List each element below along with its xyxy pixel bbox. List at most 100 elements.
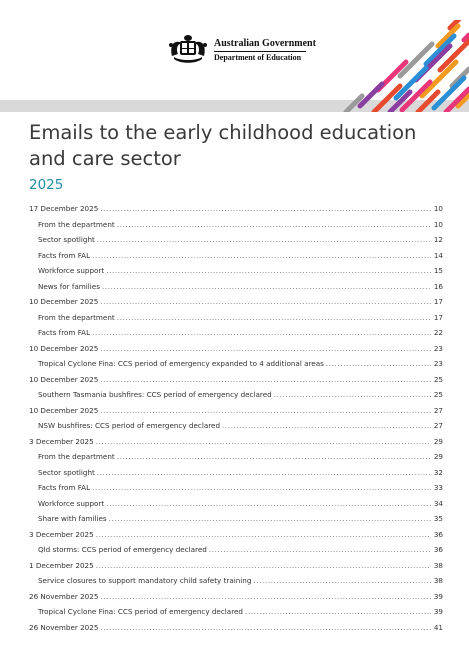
government-name: Australian Government	[214, 38, 316, 49]
toc-entry[interactable]: Facts from FAL 14	[29, 251, 443, 267]
toc-entry-page: 29	[433, 436, 443, 446]
toc-entry[interactable]: Sector spotlight 32	[29, 468, 443, 484]
toc-entry-page: 39	[433, 591, 443, 601]
stripe	[387, 89, 413, 112]
toc-entry-label: Service closures to support mandatory ch…	[38, 576, 252, 585]
stripe	[455, 92, 469, 109]
stripe	[419, 59, 459, 99]
toc-entry-page: 22	[433, 328, 443, 337]
toc-entry[interactable]: Workforce support 15	[29, 266, 443, 282]
toc-entry-label: NSW bushfires: CCS period of emergency d…	[38, 421, 221, 430]
toc-leader-dots	[92, 251, 431, 260]
toc-entry[interactable]: 10 December 2025 27	[29, 406, 443, 422]
toc-entry[interactable]: 10 December 2025 23	[29, 344, 443, 360]
toc-entry-label: Sector spotlight	[38, 235, 95, 244]
toc-entry-label: 3 December 2025	[29, 436, 94, 446]
toc-leader-dots	[117, 452, 431, 461]
toc-leader-dots	[92, 328, 431, 337]
toc-leader-dots	[100, 344, 431, 353]
toc-entry[interactable]: Qld storms: CCS period of emergency decl…	[29, 545, 443, 561]
toc-leader-dots	[222, 421, 431, 430]
toc-entry[interactable]: Facts from FAL 22	[29, 328, 443, 344]
stripe	[343, 93, 365, 112]
toc-entry-label: News for families	[38, 281, 100, 291]
toc-entry-label: Qld storms: CCS period of emergency decl…	[38, 545, 207, 554]
decorative-stripes	[343, 20, 469, 112]
government-logo: Australian Government Department of Educ…	[166, 32, 316, 68]
toc-leader-dots	[100, 406, 431, 415]
toc-entry[interactable]: Share with families 35	[29, 514, 443, 530]
stripe	[397, 41, 435, 79]
toc-entry[interactable]: NSW bushfires: CCS period of emergency d…	[29, 421, 443, 437]
stripe	[423, 33, 457, 67]
toc-entry[interactable]: News for families 16	[29, 282, 443, 298]
toc-entry[interactable]: 1 December 2025 38	[29, 561, 443, 577]
stripe	[443, 86, 469, 112]
toc-entry-page: 38	[433, 560, 443, 570]
toc-entry-label: Sector spotlight	[38, 467, 95, 477]
toc-entry-page: 38	[433, 576, 443, 585]
stripe	[399, 79, 433, 112]
document-year: 2025	[29, 177, 64, 193]
page-header: Australian Government Department of Educ…	[0, 0, 469, 112]
toc-entry-label: 1 December 2025	[29, 560, 94, 570]
stripe	[371, 83, 403, 112]
stripe	[415, 89, 441, 112]
toc-entry[interactable]: Sector spotlight 12	[29, 235, 443, 251]
toc-entry[interactable]: 17 December 2025 10	[29, 204, 443, 220]
toc-entry-page: 36	[433, 529, 443, 539]
toc-entry-page: 23	[433, 343, 443, 353]
toc-leader-dots	[96, 437, 431, 446]
toc-entry-label: 10 December 2025	[29, 374, 99, 384]
toc-entry-page: 33	[433, 483, 443, 492]
toc-entry[interactable]: Tropical Cyclone Fina: CCS period of eme…	[29, 607, 443, 623]
toc-entry-page: 32	[433, 467, 443, 477]
toc-entry[interactable]: Tropical Cyclone Fina: CCS period of eme…	[29, 359, 443, 375]
stripe	[447, 20, 462, 31]
toc-entry-page: 15	[433, 266, 443, 275]
toc-entry-page: 17	[433, 312, 443, 322]
toc-entry[interactable]: From the department 10	[29, 220, 443, 236]
toc-entry-label: Facts from FAL	[38, 250, 91, 260]
stripe	[449, 66, 469, 89]
toc-leader-dots	[97, 468, 431, 477]
toc-entry-page: 27	[433, 405, 443, 415]
toc-entry-label: From the department	[38, 219, 115, 229]
toc-entry[interactable]: 26 November 2025 41	[29, 623, 443, 639]
toc-entry-label: Share with families	[38, 514, 107, 523]
stripe	[357, 81, 385, 109]
toc-leader-dots	[97, 235, 431, 244]
toc-entry[interactable]: 3 December 2025 29	[29, 437, 443, 453]
department-name: Department of Education	[214, 53, 302, 62]
toc-entry-page: 25	[433, 390, 443, 399]
toc-leader-dots	[96, 561, 431, 570]
toc-leader-dots	[100, 204, 431, 213]
toc-leader-dots	[102, 282, 431, 291]
toc-leader-dots	[245, 607, 431, 616]
toc-leader-dots	[96, 530, 431, 539]
toc-leader-dots	[100, 297, 431, 306]
toc-leader-dots	[106, 499, 431, 508]
toc-leader-dots	[100, 592, 431, 601]
stripe	[435, 23, 461, 49]
toc-entry-page: 23	[433, 359, 443, 368]
toc-entry[interactable]: Service closures to support mandatory ch…	[29, 576, 443, 592]
stripe	[437, 38, 469, 73]
toc-leader-dots	[100, 623, 431, 632]
toc-entry[interactable]: Southern Tasmania bushfires: CCS period …	[29, 390, 443, 406]
toc-entry[interactable]: 26 November 2025 39	[29, 592, 443, 608]
toc-entry[interactable]: From the department 17	[29, 313, 443, 329]
toc-entry[interactable]: From the department 29	[29, 452, 443, 468]
toc-entry-label: Facts from FAL	[38, 483, 91, 492]
toc-entry[interactable]: 10 December 2025 17	[29, 297, 443, 313]
toc-leader-dots	[92, 483, 431, 492]
toc-entry-label: 17 December 2025	[29, 204, 99, 213]
toc-entry-page: 39	[433, 607, 443, 616]
toc-entry[interactable]: 10 December 2025 25	[29, 375, 443, 391]
toc-entry-page: 36	[433, 545, 443, 554]
logo-divider	[214, 51, 306, 52]
toc-entry[interactable]: 3 December 2025 36	[29, 530, 443, 546]
toc-entry-page: 12	[433, 235, 443, 244]
toc-entry[interactable]: Facts from FAL 33	[29, 483, 443, 499]
toc-entry[interactable]: Workforce support 34	[29, 499, 443, 515]
